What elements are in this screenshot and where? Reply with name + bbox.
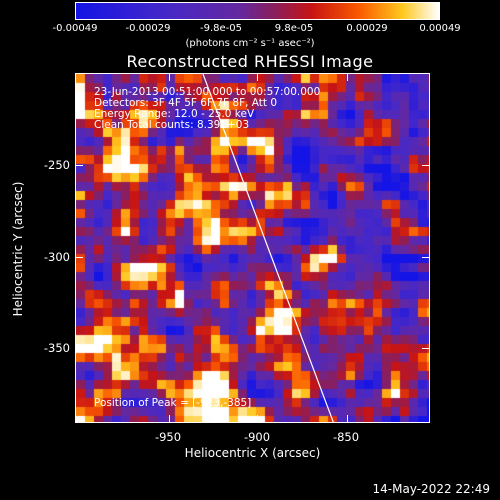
colorbar-tick-label: 0.00029 xyxy=(346,23,388,34)
info-clean: Clean Total counts: 8.39E+03 xyxy=(94,119,250,131)
x-tick-label: -900 xyxy=(243,430,271,444)
colorbar-tick-label: -9.8e-05 xyxy=(200,23,242,34)
x-tick-label: -850 xyxy=(332,430,360,444)
x-tick xyxy=(347,415,348,422)
x-axis-label: Heliocentric X (arcsec) xyxy=(184,446,321,460)
y-tick xyxy=(422,165,429,166)
x-tick xyxy=(257,415,258,422)
colorbar-tick-label: -0.00029 xyxy=(125,23,171,34)
colorbar-tick-label: 9.8e-05 xyxy=(274,23,314,34)
colorbar-tick-label: 0.00049 xyxy=(419,23,461,34)
x-tick xyxy=(169,415,170,422)
info-energy: Energy Range: 12.0 - 25.0 keV xyxy=(94,108,255,120)
solar-limb xyxy=(202,74,334,422)
image-canvas xyxy=(76,74,429,422)
x-tick xyxy=(169,74,170,81)
info-detectors: Detectors: 3F 4F 5F 6F 7F 8F, Att 0 xyxy=(94,97,278,109)
y-tick-label: -300 xyxy=(43,250,70,264)
x-tick xyxy=(257,74,258,81)
y-tick xyxy=(76,165,83,166)
y-tick-label: -250 xyxy=(43,158,70,172)
y-axis-label: Heliocentric Y (arcsec) xyxy=(11,181,25,317)
reconstructed-image: 23-Jun-2013 00:51:00.000 to 00:57:00.000… xyxy=(75,73,430,423)
colorbar-units: (photons cm⁻² s⁻¹ asec⁻²) xyxy=(185,38,315,49)
info-peak-position: Position of Peak = [-923,-385] xyxy=(94,397,252,409)
y-tick xyxy=(422,348,429,349)
colorbar-tick-label: -0.00049 xyxy=(52,23,98,34)
y-tick xyxy=(76,348,83,349)
datestamp: 14-May-2022 22:49 xyxy=(372,482,490,496)
x-tick-label: -950 xyxy=(154,430,182,444)
y-tick-label: -350 xyxy=(43,341,70,355)
limb-line xyxy=(202,74,334,422)
y-tick xyxy=(76,257,83,258)
image-title: Reconstructed RHESSI Image xyxy=(126,52,374,71)
info-time: 23-Jun-2013 00:51:00.000 to 00:57:00.000 xyxy=(94,86,321,98)
colorbar xyxy=(75,2,440,20)
y-tick xyxy=(422,257,429,258)
x-tick xyxy=(347,74,348,81)
